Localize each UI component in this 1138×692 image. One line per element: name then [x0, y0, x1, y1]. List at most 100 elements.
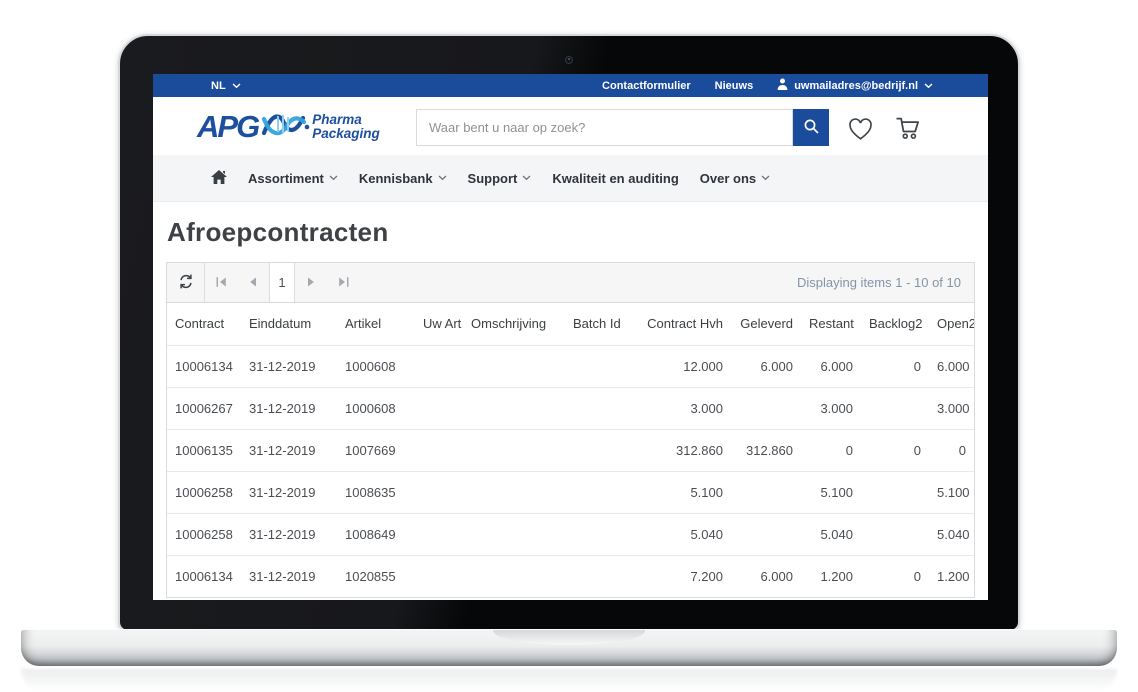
column-header-contract[interactable]: Contract [175, 316, 225, 332]
language-label: NL [211, 79, 226, 92]
table-cell: 0 [929, 428, 974, 471]
chevron-down-icon [522, 175, 531, 181]
table-cell: 0 [861, 344, 929, 387]
table-cell: 6.000 [929, 344, 974, 387]
wishlist-button[interactable] [847, 117, 874, 146]
table-cell: 5.040 [929, 512, 974, 555]
column-header-open2[interactable]: Open2 [937, 316, 974, 332]
laptop-lid: NL Contactformulier Nieuws uwmailadres@b… [118, 34, 1020, 632]
table-cell: 0 [801, 428, 861, 471]
cart-button[interactable] [893, 115, 921, 146]
table-cell: 5.040 [633, 512, 731, 555]
table-row[interactable]: 10006134 31-12-2019 1020855 7.200 6.000 1.200… [167, 554, 974, 597]
nav-item-assortiment[interactable]: Assortiment [248, 171, 338, 186]
topbar-link-contactformulier[interactable]: Contactformulier [602, 79, 691, 92]
screen: NL Contactformulier Nieuws uwmailadres@b… [153, 74, 988, 600]
nav-item-label: Kwaliteit en auditing [552, 170, 679, 186]
contracts-table: Contract Einddatum Artikel Uw Art Omschrijvi… [167, 303, 974, 597]
page-content: Afroepcontracten [153, 202, 988, 600]
table-cell: 5.040 [801, 512, 861, 555]
topbar: NL Contactformulier Nieuws uwmailadres@b… [153, 74, 988, 97]
search-icon [803, 118, 820, 138]
account-menu[interactable]: uwmailadres@bedrijf.nl [777, 78, 933, 93]
nav-item-label: Kennisbank [358, 170, 433, 186]
table-cell: 6.000 [731, 554, 801, 597]
table-cell: 0 [861, 428, 929, 471]
table-row[interactable]: 10006258 31-12-2019 1008635 5.100 5.100 5.100 [167, 470, 974, 513]
table-cell [415, 428, 463, 471]
column-header-artikel[interactable]: Artikel [345, 316, 382, 332]
table-cell: 5.100 [929, 470, 974, 513]
chevron-down-icon [329, 175, 338, 181]
column-header-einddatum[interactable]: Einddatum [249, 316, 312, 332]
pager-current-page[interactable]: 1 [269, 263, 295, 302]
refresh-button[interactable] [167, 263, 205, 302]
table-row[interactable]: 10006134 31-12-2019 1000608 12.000 6.000 6.00… [167, 344, 974, 387]
laptop-reflection [21, 669, 1117, 691]
table-cell [731, 470, 801, 513]
column-header-geleverd[interactable]: Geleverd [740, 316, 793, 332]
table-cell: 1000608 [337, 386, 415, 429]
column-header-contract-hvh[interactable]: Contract Hvh [647, 316, 723, 332]
table-cell: 0 [861, 554, 929, 597]
chevron-down-icon [232, 82, 241, 89]
table-row[interactable]: 10006135 31-12-2019 1007669 312.860 312.860 0… [167, 428, 974, 471]
table-cell: 31-12-2019 [241, 554, 337, 597]
logo-brand-text: APG [197, 108, 260, 144]
table-cell: 31-12-2019 [241, 386, 337, 429]
pager-next-button[interactable] [295, 263, 327, 302]
logo-tagline-line2: Packaging [312, 125, 380, 141]
table-cell: 10006134 [167, 344, 241, 387]
language-selector[interactable]: NL [211, 80, 241, 92]
pager-first-button[interactable] [205, 263, 237, 302]
column-header-backlog2[interactable]: Backlog2 [869, 316, 923, 332]
table-cell [565, 554, 633, 597]
search-button[interactable] [793, 109, 829, 146]
nav-item-label: Over ons [699, 170, 757, 186]
nav-item-support[interactable]: Support [468, 171, 532, 186]
grid-pager: 1 Displaying items 1 - 10 of 10 [167, 263, 974, 303]
table-cell: 5.100 [801, 470, 861, 513]
column-header-restant[interactable]: Restant [809, 316, 854, 332]
nav-item-label: Assortiment [248, 170, 324, 186]
pager-prev-button[interactable] [237, 263, 269, 302]
column-header-omschrijving[interactable]: Omschrijving [471, 316, 547, 332]
nav-item-over-ons[interactable]: Over ons [700, 171, 770, 186]
search-input[interactable] [416, 109, 793, 146]
table-cell: 1007669 [337, 428, 415, 471]
column-header-uw-art[interactable]: Uw Art [423, 316, 462, 332]
table-cell: 6.000 [731, 344, 801, 387]
site-header: APG Pharma Packaging [153, 97, 988, 155]
table-cell [861, 512, 929, 555]
table-header-row: Contract Einddatum Artikel Uw Art Omschrijvi… [167, 303, 974, 345]
chevron-down-icon [438, 175, 447, 181]
table-cell: 1000608 [337, 344, 415, 387]
table-cell: 6.000 [801, 344, 861, 387]
table-cell [463, 386, 565, 429]
account-email: uwmailadres@bedrijf.nl [794, 79, 918, 92]
table-cell: 1.200 [801, 554, 861, 597]
nav-item-kwaliteit-en-auditing[interactable]: Kwaliteit en auditing [552, 171, 678, 186]
refresh-icon [178, 274, 194, 292]
table-cell [565, 512, 633, 555]
table-cell: 3.000 [801, 386, 861, 429]
topbar-link-nieuws[interactable]: Nieuws [714, 79, 754, 92]
table-cell [463, 512, 565, 555]
table-cell: 312.860 [633, 428, 731, 471]
table-row[interactable]: 10006267 31-12-2019 1000608 3.000 3.000 3.000 [167, 386, 974, 429]
chevron-down-icon [761, 175, 770, 181]
page-title: Afroepcontracten [167, 217, 389, 247]
table-row[interactable]: 10006258 31-12-2019 1008649 5.040 5.040 5.040 [167, 512, 974, 555]
pager-last-button[interactable] [327, 263, 359, 302]
table-cell [463, 554, 565, 597]
table-cell: 1008649 [337, 512, 415, 555]
nav-item-kennisbank[interactable]: Kennisbank [359, 171, 447, 186]
heart-icon [847, 118, 874, 145]
table-cell [565, 344, 633, 387]
table-cell [731, 386, 801, 429]
column-header-batch-id[interactable]: Batch Id [573, 316, 621, 332]
nav-home[interactable] [211, 169, 227, 187]
webcam-dot [565, 56, 573, 64]
logo[interactable]: APG Pharma Packaging [197, 106, 380, 147]
